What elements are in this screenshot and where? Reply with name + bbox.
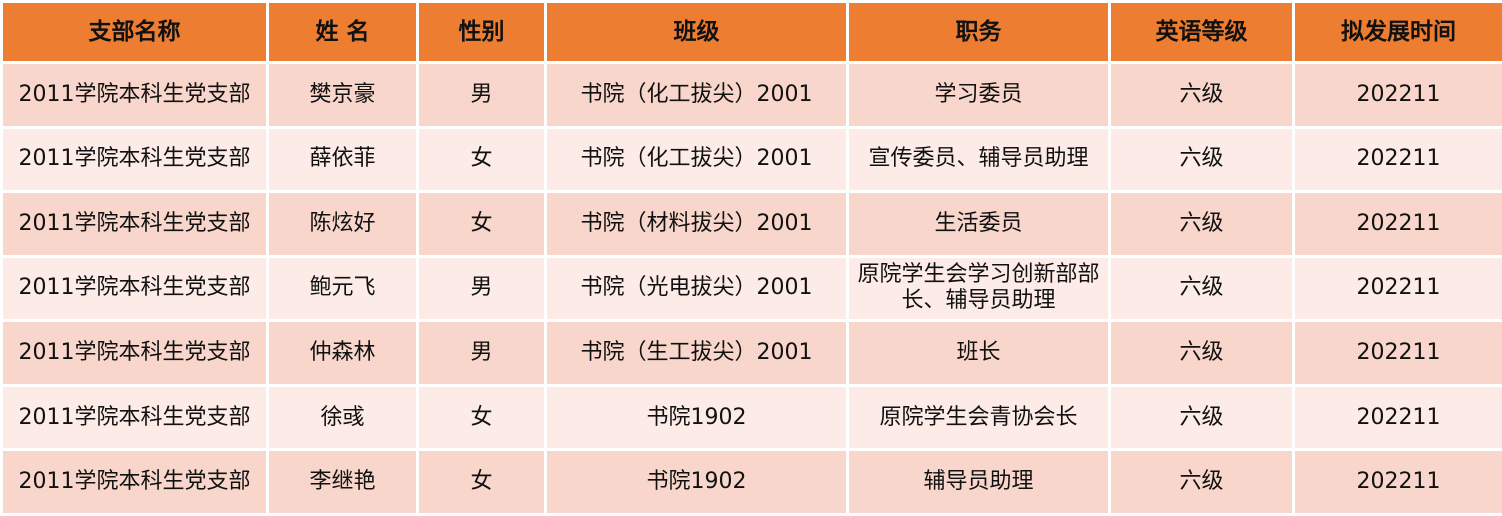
cell-class: 书院（光电拔尖）2001 bbox=[544, 254, 849, 323]
cell-branch: 2011学院本科生党支部 bbox=[0, 61, 269, 129]
cell-position: 学习委员 bbox=[846, 61, 1111, 129]
table-row: 2011学院本科生党支部 鲍元飞 男 书院（光电拔尖）2001 原院学生会学习创… bbox=[0, 254, 1502, 323]
cell-class: 书院（生工拔尖）2001 bbox=[544, 319, 849, 387]
cell-gender: 女 bbox=[416, 125, 547, 194]
cell-name: 仲森林 bbox=[266, 319, 419, 387]
cell-branch: 2011学院本科生党支部 bbox=[0, 383, 269, 452]
cell-position: 原院学生会青协会长 bbox=[846, 383, 1111, 452]
cell-branch: 2011学院本科生党支部 bbox=[0, 319, 269, 387]
table-row: 2011学院本科生党支部 徐彧 女 书院1902 原院学生会青协会长 六级 20… bbox=[0, 383, 1502, 452]
header-branch-name: 支部名称 bbox=[0, 0, 269, 64]
cell-planned-date: 202211 bbox=[1292, 254, 1502, 323]
cell-class: 书院（化工拔尖）2001 bbox=[544, 125, 849, 194]
cell-name: 樊京豪 bbox=[266, 61, 419, 129]
cell-name: 陈炫好 bbox=[266, 190, 419, 258]
table-row: 2011学院本科生党支部 李继艳 女 书院1902 辅导员助理 六级 20221… bbox=[0, 448, 1502, 516]
cell-name: 徐彧 bbox=[266, 383, 419, 452]
cell-english-level: 六级 bbox=[1108, 61, 1295, 129]
cell-planned-date: 202211 bbox=[1292, 61, 1502, 129]
cell-planned-date: 202211 bbox=[1292, 383, 1502, 452]
cell-english-level: 六级 bbox=[1108, 319, 1295, 387]
cell-english-level: 六级 bbox=[1108, 190, 1295, 258]
cell-planned-date: 202211 bbox=[1292, 190, 1502, 258]
cell-gender: 男 bbox=[416, 319, 547, 387]
cell-name: 鲍元飞 bbox=[266, 254, 419, 323]
cell-class: 书院（材料拔尖）2001 bbox=[544, 190, 849, 258]
table-row: 2011学院本科生党支部 陈炫好 女 书院（材料拔尖）2001 生活委员 六级 … bbox=[0, 190, 1502, 258]
cell-position: 班长 bbox=[846, 319, 1111, 387]
cell-planned-date: 202211 bbox=[1292, 319, 1502, 387]
table-row: 2011学院本科生党支部 薛依菲 女 书院（化工拔尖）2001 宣传委员、辅导员… bbox=[0, 125, 1502, 194]
cell-branch: 2011学院本科生党支部 bbox=[0, 448, 269, 516]
cell-gender: 女 bbox=[416, 190, 547, 258]
cell-english-level: 六级 bbox=[1108, 448, 1295, 516]
header-english-level: 英语等级 bbox=[1108, 0, 1295, 64]
cell-planned-date: 202211 bbox=[1292, 125, 1502, 194]
header-class: 班级 bbox=[544, 0, 849, 64]
cell-english-level: 六级 bbox=[1108, 383, 1295, 452]
cell-branch: 2011学院本科生党支部 bbox=[0, 254, 269, 323]
cell-class: 书院（化工拔尖）2001 bbox=[544, 61, 849, 129]
cell-class: 书院1902 bbox=[544, 383, 849, 452]
header-row: 支部名称 姓 名 性别 班级 职务 英语等级 拟发展时间 bbox=[0, 0, 1502, 64]
header-planned-date: 拟发展时间 bbox=[1292, 0, 1502, 64]
header-name: 姓 名 bbox=[266, 0, 419, 64]
cell-position: 生活委员 bbox=[846, 190, 1111, 258]
table-row: 2011学院本科生党支部 仲森林 男 书院（生工拔尖）2001 班长 六级 20… bbox=[0, 319, 1502, 387]
cell-class: 书院1902 bbox=[544, 448, 849, 516]
cell-english-level: 六级 bbox=[1108, 254, 1295, 323]
cell-gender: 女 bbox=[416, 448, 547, 516]
cell-position: 辅导员助理 bbox=[846, 448, 1111, 516]
cell-branch: 2011学院本科生党支部 bbox=[0, 125, 269, 194]
cell-planned-date: 202211 bbox=[1292, 448, 1502, 516]
cell-position: 原院学生会学习创新部部长、辅导员助理 bbox=[846, 254, 1111, 323]
cell-branch: 2011学院本科生党支部 bbox=[0, 190, 269, 258]
header-position: 职务 bbox=[846, 0, 1111, 64]
cell-english-level: 六级 bbox=[1108, 125, 1295, 194]
cell-name: 李继艳 bbox=[266, 448, 419, 516]
cell-gender: 女 bbox=[416, 383, 547, 452]
table-row: 2011学院本科生党支部 樊京豪 男 书院（化工拔尖）2001 学习委员 六级 … bbox=[0, 61, 1502, 129]
cell-position: 宣传委员、辅导员助理 bbox=[846, 125, 1111, 194]
cell-gender: 男 bbox=[416, 254, 547, 323]
header-gender: 性别 bbox=[416, 0, 547, 64]
cell-gender: 男 bbox=[416, 61, 547, 129]
cell-name: 薛依菲 bbox=[266, 125, 419, 194]
